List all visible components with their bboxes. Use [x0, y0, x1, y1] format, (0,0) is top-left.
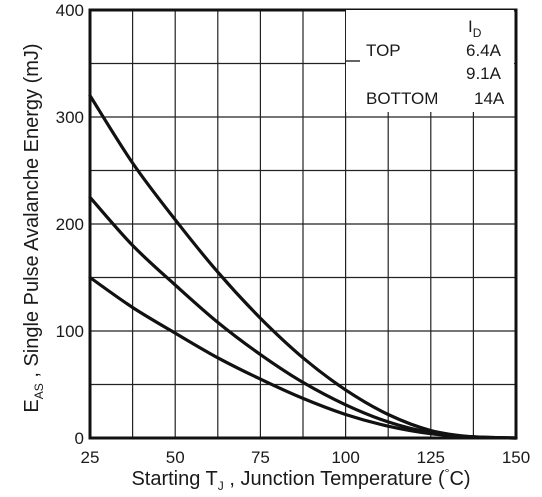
- legend-row-label-bottom: BOTTOM: [366, 89, 438, 108]
- legend-row-label-top: TOP: [366, 41, 401, 60]
- legend-row-value-middle: 9.1A: [466, 64, 502, 83]
- x-tick-labels: 25 50 75 100 125 150: [81, 448, 531, 467]
- x-tick-label: 75: [251, 448, 270, 467]
- y-tick-label: 300: [56, 108, 84, 127]
- grid-lines: [90, 10, 516, 438]
- plot-frame: [88, 8, 518, 440]
- y-tick-label: 100: [56, 322, 84, 341]
- legend-header: ID: [468, 17, 482, 40]
- y-tick-labels: 0 100 200 300 400: [56, 1, 84, 448]
- y-tick-label: 200: [56, 215, 84, 234]
- legend-row-value-bottom: 14A: [474, 89, 505, 108]
- series-line-14a: [88, 275, 518, 440]
- legend-background: [346, 10, 514, 112]
- x-tick-label: 150: [502, 448, 530, 467]
- x-tick-label: 50: [166, 448, 185, 467]
- legend: ID TOP 6.4A 9.1A BOTTOM 14A: [346, 10, 514, 112]
- x-axis-title: Starting TJ , Junction Temperature (°C): [131, 466, 470, 493]
- y-tick-label: 400: [56, 1, 84, 20]
- legend-row-value-top: 6.4A: [466, 41, 502, 60]
- series-lines: [88, 94, 518, 440]
- x-tick-label: 25: [81, 448, 100, 467]
- y-axis-title: EAS , Single Pulse Avalanche Energy (mJ): [21, 43, 46, 412]
- y-tick-label: 0: [75, 429, 84, 448]
- x-tick-label: 125: [417, 448, 445, 467]
- x-tick-label: 100: [331, 448, 359, 467]
